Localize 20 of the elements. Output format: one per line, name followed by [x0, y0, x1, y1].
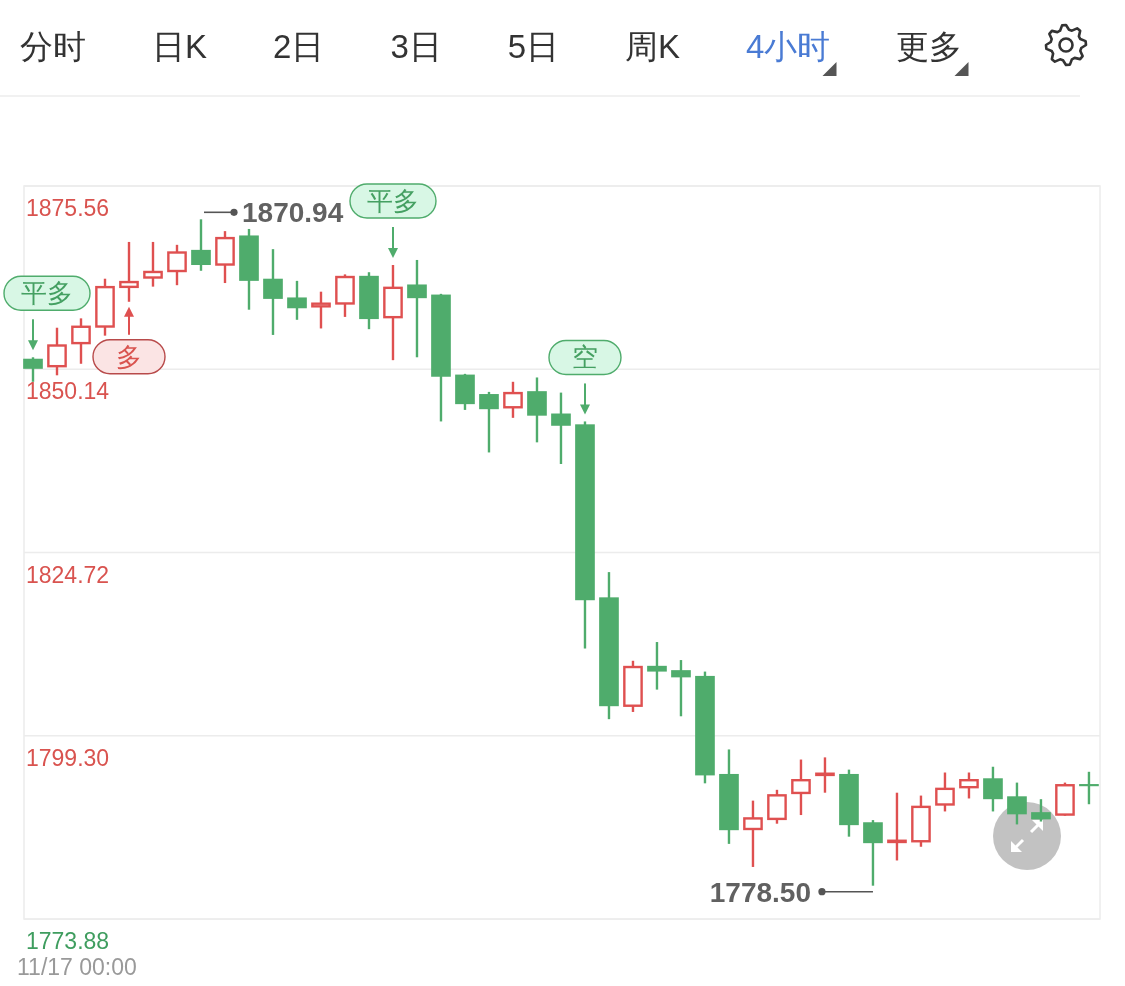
text: 周K [625, 28, 681, 65]
text: 5日 [507, 28, 560, 65]
y-tick-label: 1850.14 [26, 378, 110, 405]
text: 2日 [273, 28, 325, 65]
annotation: 多 [116, 341, 142, 372]
x-axis-title: 11/17 00:00 [17, 954, 137, 980]
y-tick-label: 1875.56 [26, 195, 110, 221]
y-tick-label: 1773.88 [26, 928, 110, 954]
chart-subtitle: 4小时 [746, 28, 831, 65]
annotation: 平多 [366, 186, 419, 217]
annotation: 平多 [21, 278, 73, 309]
annotation: 1870.94 [241, 197, 344, 229]
annotation: 空 [571, 342, 598, 373]
y-tick-label: 1824.72 [26, 561, 110, 588]
text: 分时 [20, 28, 86, 65]
annotation: 1778.50 [709, 876, 811, 908]
text: 更多 [896, 28, 963, 65]
text: 日K [152, 28, 208, 65]
y-tick-label: 1799.30 [26, 744, 110, 771]
text: 3日 [390, 28, 442, 65]
